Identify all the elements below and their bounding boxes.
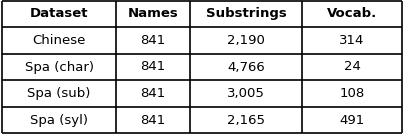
Text: Spa (syl): Spa (syl)	[30, 113, 88, 127]
Text: Spa (sub): Spa (sub)	[27, 87, 91, 100]
Text: Spa (char): Spa (char)	[25, 60, 93, 74]
Text: Names: Names	[128, 7, 179, 21]
Text: Substrings: Substrings	[206, 7, 286, 21]
Text: Dataset: Dataset	[30, 7, 88, 21]
Text: 491: 491	[339, 113, 365, 127]
Text: 841: 841	[140, 34, 166, 47]
Text: 841: 841	[140, 87, 166, 100]
Text: 3,005: 3,005	[227, 87, 265, 100]
Text: 2,190: 2,190	[227, 34, 265, 47]
Text: 841: 841	[140, 60, 166, 74]
Text: 841: 841	[140, 113, 166, 127]
Text: Vocab.: Vocab.	[327, 7, 377, 21]
Text: 314: 314	[339, 34, 365, 47]
Text: 108: 108	[339, 87, 365, 100]
Text: 2,165: 2,165	[227, 113, 265, 127]
Text: 4,766: 4,766	[227, 60, 265, 74]
Text: 24: 24	[343, 60, 360, 74]
Text: Chinese: Chinese	[32, 34, 86, 47]
